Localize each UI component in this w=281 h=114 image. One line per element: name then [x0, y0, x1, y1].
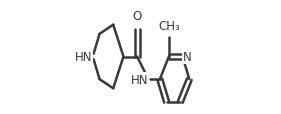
Text: HN: HN	[75, 51, 92, 63]
Text: N: N	[183, 51, 192, 63]
Text: O: O	[132, 10, 142, 23]
Text: CH₃: CH₃	[158, 19, 180, 32]
Text: HN: HN	[130, 73, 148, 86]
